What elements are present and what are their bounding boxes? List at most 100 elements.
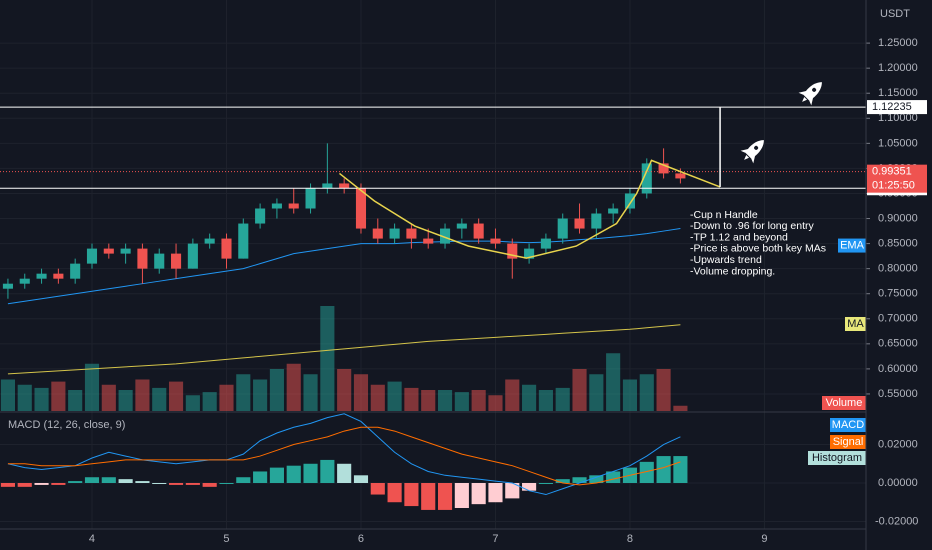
histogram-bar [538,483,553,484]
candle-body [288,203,299,209]
annotation-line: -Upwards trend [690,254,762,266]
ma-label: MA [847,318,864,330]
candle-body [524,248,535,259]
volume-bar [236,374,251,411]
histogram-bar [286,465,301,483]
candle-body [406,228,417,239]
y-tick-label: 0.80000 [878,263,918,275]
candle-body [507,243,518,259]
ema-label: EMA [840,239,865,251]
volume-bar [488,395,503,411]
candle-body [305,188,316,209]
histogram-bar [471,483,486,505]
volume-bar [421,390,436,411]
level-tag [867,100,927,115]
y-tick-label: 1.05000 [878,137,918,149]
candle-body [36,273,47,279]
y-tick-label: 0.60000 [878,363,918,375]
volume-bar [303,374,318,411]
y-tick-label: 1.25000 [878,37,918,49]
countdown: 01:25:50 [872,180,915,192]
x-tick-label: 7 [492,533,498,545]
volume-bar [353,374,369,411]
volume-bar [320,306,335,411]
histogram-bar [656,456,671,483]
candle-body [204,238,215,244]
candle-body [658,163,669,174]
volume-bar [522,384,537,411]
volume-bar [0,379,15,411]
volume-bar [589,374,604,411]
y-tick-label: 0.75000 [878,288,918,300]
y-tick-label: 1.20000 [878,62,918,74]
candle-body [456,223,467,229]
rocket [798,82,822,106]
candle-body [490,238,501,244]
volume-tag [822,396,866,410]
histogram-bar [236,477,251,483]
histogram-bar [118,479,133,483]
histogram-bar [488,483,503,503]
histogram-bar [572,477,587,483]
volume-bar [286,363,301,411]
y-tick-label: 1.15000 [878,87,918,99]
annotation-line: -Price is above both key MAs [690,243,826,255]
ema-line [7,228,681,305]
histogram-bar [303,463,318,483]
volume-bar [572,369,587,411]
histogram-bar [68,481,83,483]
histogram-bar [0,483,15,487]
volume-bar [505,379,520,411]
histogram-bar [370,483,385,495]
histogram-bar [673,456,688,483]
volume-bar [135,379,150,411]
signal-tag [830,435,866,449]
ema-tag [838,238,866,253]
y-tick-label: 0.70000 [878,313,918,325]
histogram-bar [522,483,537,491]
volume-bar [202,392,217,411]
histogram-tag [808,451,866,465]
histogram-bar [387,483,402,503]
candle-body [473,223,484,239]
ma-line [7,324,681,375]
candle-body [137,248,148,269]
candle-body [171,253,182,269]
volume-bar [68,390,83,411]
x-tick-label: 5 [223,533,229,545]
histogram-bar [505,483,520,499]
candle-body [2,283,13,289]
candle-body [675,173,686,179]
volume-bar [51,381,66,411]
candle-body [187,243,198,269]
histogram-bar [353,475,369,483]
histogram-bar [34,483,49,485]
candle-body [103,248,114,254]
candle-body [574,218,585,229]
candle-body [624,193,636,209]
macd-tag [830,418,866,432]
histogram-bar [320,459,335,483]
x-tick-label: 8 [627,533,633,545]
level-label: 1.12235 [872,101,912,113]
candle-body [154,253,165,269]
volume-bar [84,363,100,411]
histogram-bar [152,483,167,484]
volume-bar [118,390,133,411]
histogram-bar [51,483,66,485]
cup-drawing [338,159,721,259]
candle-body [608,208,619,214]
volume-bar [639,374,654,411]
histogram-label: Histogram [812,452,862,464]
candle-body [389,228,400,239]
y-tick-label: 0.55000 [878,388,918,400]
candle-body [355,188,367,229]
y-tick-label: 1.10000 [878,112,918,124]
annotation-line: -Cup n Handle [690,209,758,221]
histogram-bar [202,483,217,487]
candle-body [591,213,602,229]
volume-bar [337,369,352,411]
x-tick-label: 9 [761,533,767,545]
histogram-bar [84,477,100,483]
